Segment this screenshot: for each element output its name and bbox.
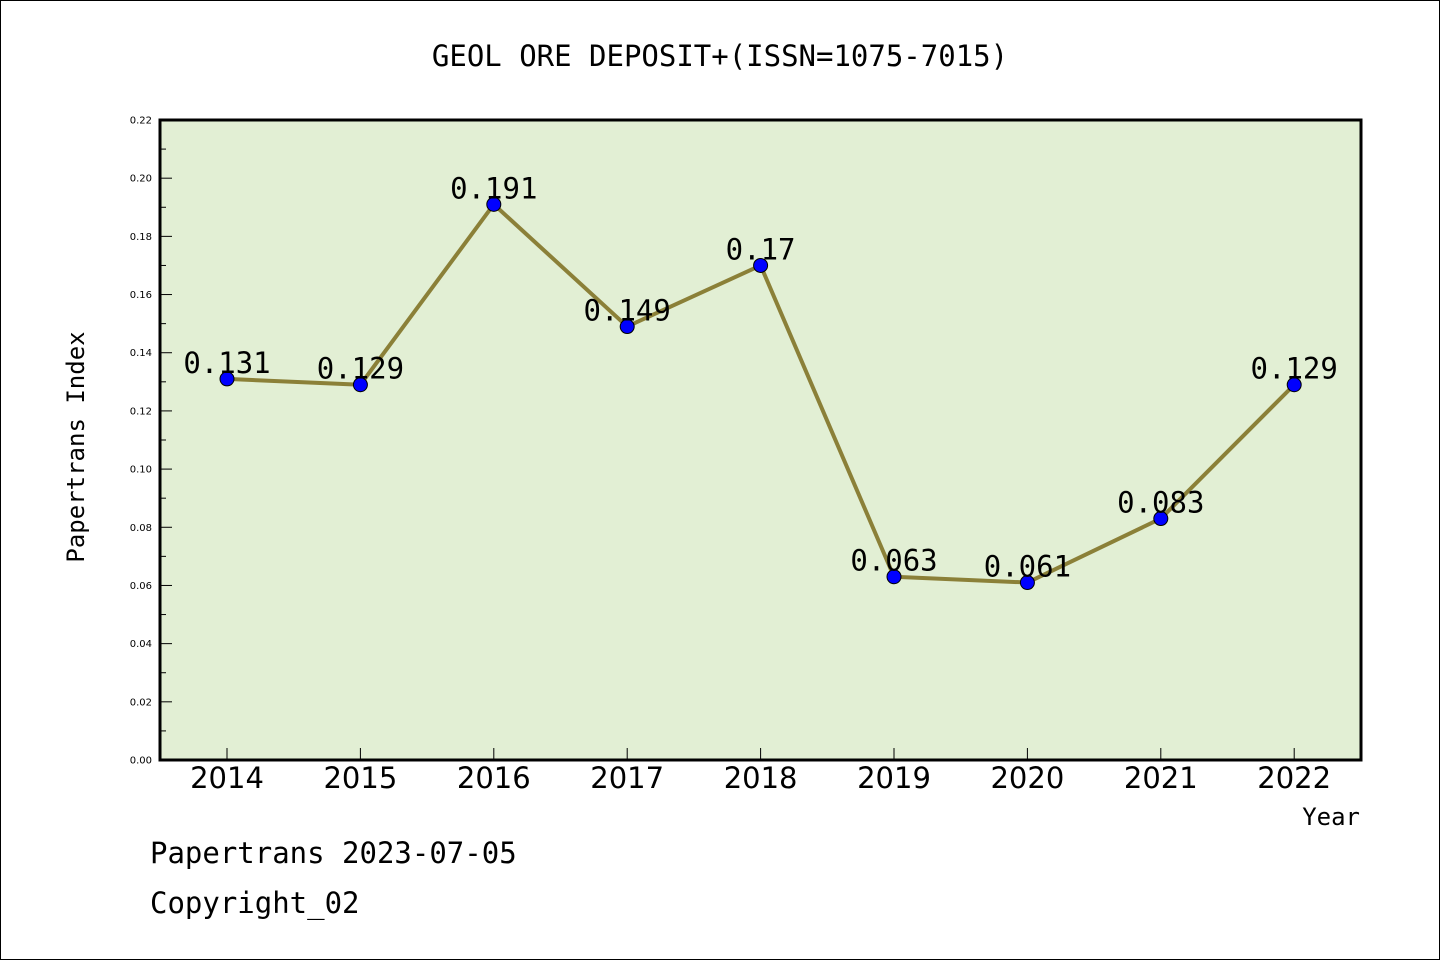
y-tick-label: 0.20	[130, 174, 152, 185]
y-tick-label: 0.06	[130, 581, 152, 592]
data-point	[352, 377, 368, 393]
y-tick-label: 0.16	[130, 290, 152, 301]
x-tick-label: 2022	[1257, 761, 1331, 795]
data-label: 0.17	[726, 232, 796, 266]
y-tick-label: 0.00	[130, 756, 152, 767]
data-point	[886, 569, 902, 585]
y-axis-label: Papertrans Index	[62, 331, 90, 562]
x-tick-label: 2018	[724, 761, 798, 795]
data-label: 0.061	[984, 550, 1071, 584]
data-label: 0.149	[584, 294, 671, 328]
x-axis-label: Year	[1302, 803, 1360, 831]
data-label: 0.083	[1117, 486, 1204, 520]
y-tick-label: 0.22	[130, 116, 152, 127]
x-tick-label: 2019	[857, 761, 931, 795]
footer-copyright: Copyright_02	[150, 886, 360, 920]
data-label: 0.191	[450, 171, 537, 205]
y-tick-label: 0.02	[130, 697, 152, 708]
data-point	[1019, 575, 1035, 591]
data-point	[219, 371, 235, 387]
x-axis-ticks: 2014 2015 2016 2017 2018 2019 2020 2021 2022	[190, 748, 1331, 795]
series-markers	[219, 196, 1302, 591]
x-tick-label: 2020	[990, 761, 1064, 795]
data-point	[1153, 511, 1169, 527]
data-point	[753, 257, 769, 273]
data-label: 0.063	[850, 544, 937, 578]
x-tick-label: 2017	[590, 761, 664, 795]
data-point	[486, 196, 502, 212]
data-label: 0.129	[1251, 352, 1338, 386]
data-labels: 0.131 0.129 0.191 0.149 0.17 0.063 0.061 0.083 0…	[183, 171, 1338, 583]
y-tick-label: 0.18	[130, 232, 152, 243]
y-axis-ticks: 0.00 0.02 0.04 0.06 0.08 0.10 0.12 0.14 0.16 0.18…	[130, 116, 172, 767]
plot-area	[158, 118, 1363, 762]
data-label: 0.131	[183, 346, 270, 380]
y-tick-label: 0.12	[130, 406, 152, 417]
y-tick-label: 0.08	[130, 523, 152, 534]
data-point	[619, 319, 635, 335]
y-tick-label: 0.10	[130, 465, 152, 476]
x-tick-label: 2016	[457, 761, 531, 795]
x-tick-label: 2014	[190, 761, 264, 795]
data-label: 0.129	[317, 352, 404, 386]
x-tick-label: 2021	[1124, 761, 1198, 795]
footer-date: Papertrans 2023-07-05	[150, 836, 517, 870]
chart-title: GEOL ORE DEPOSIT+(ISSN=1075-7015)	[432, 39, 1008, 73]
y-tick-label: 0.04	[130, 639, 152, 650]
y-tick-label: 0.14	[130, 348, 152, 359]
data-point	[1286, 377, 1302, 393]
x-tick-label: 2015	[323, 761, 397, 795]
